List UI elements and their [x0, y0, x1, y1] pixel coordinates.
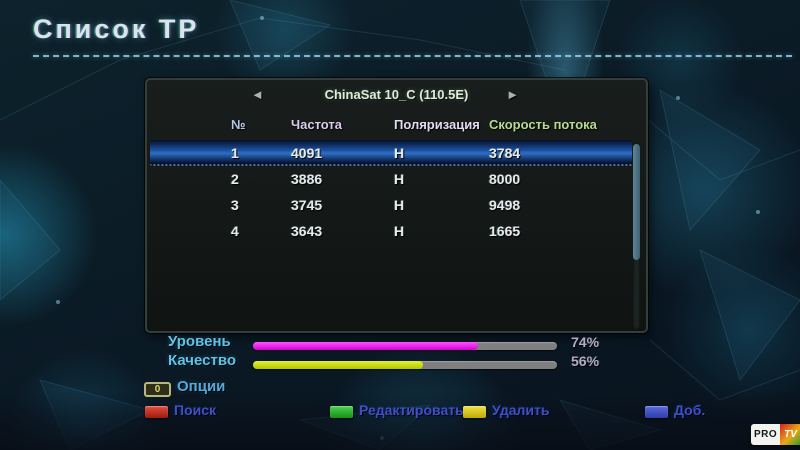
column-header-symbol-rate: Скорость потока	[489, 117, 597, 132]
cell-number: 1	[231, 145, 239, 161]
quality-bar-track	[253, 361, 557, 369]
cell-frequency: 4091	[291, 145, 323, 161]
add-button-label: Доб.	[674, 402, 706, 418]
level-percent: 74%	[571, 334, 600, 350]
cell-frequency: 3745	[291, 197, 323, 213]
cell-number: 2	[231, 171, 239, 187]
level-bar-track	[253, 342, 557, 350]
level-label: Уровень	[168, 333, 231, 350]
cell-symbol-rate: 8000	[489, 171, 521, 187]
options-label: Опции	[177, 378, 226, 395]
cell-polarization: H	[394, 223, 405, 239]
table-row[interactable]: 3 3745 H 9498	[150, 192, 632, 218]
logo-pro-text: PRO	[751, 424, 781, 445]
protv-logo: PRO TV	[751, 424, 800, 445]
page-title: Список ТР	[33, 14, 200, 44]
cell-number: 4	[231, 223, 239, 239]
transponder-list: 1 4091 H 3784 2 3886 H 8000 3 3745 H 949…	[150, 140, 632, 244]
quality-bar-fill	[253, 361, 424, 369]
title-divider	[33, 55, 792, 57]
table-row[interactable]: 4 3643 H 1665	[150, 218, 632, 244]
cell-symbol-rate: 1665	[489, 223, 521, 239]
transponder-panel: ◄ ChinaSat 10_C (110.5E) ► № Частота Пол…	[145, 78, 648, 333]
delete-button-label: Удалить	[492, 402, 550, 418]
blue-key-icon	[645, 406, 668, 418]
satellite-header: ◄ ChinaSat 10_C (110.5E) ►	[147, 87, 646, 105]
yellow-key-icon	[463, 406, 486, 418]
column-header-polarization: Поляризация	[394, 117, 480, 132]
cell-number: 3	[231, 197, 239, 213]
prev-satellite-arrow-icon[interactable]: ◄	[251, 87, 264, 102]
cell-frequency: 3643	[291, 223, 323, 239]
scrollbar-track[interactable]	[633, 142, 640, 330]
scrollbar-thumb[interactable]	[633, 144, 640, 260]
column-header-frequency: Частота	[291, 117, 343, 132]
table-row[interactable]: 2 3886 H 8000	[150, 166, 632, 192]
quality-label: Качество	[168, 352, 237, 369]
cell-symbol-rate: 9498	[489, 197, 521, 213]
search-button-label: Поиск	[174, 402, 217, 418]
red-key-icon	[145, 406, 168, 418]
cell-symbol-rate: 3784	[489, 145, 521, 161]
quality-percent: 56%	[571, 353, 600, 369]
cell-frequency: 3886	[291, 171, 323, 187]
cell-polarization: H	[394, 197, 405, 213]
column-header-number: №	[231, 117, 246, 132]
level-bar-fill	[253, 342, 478, 350]
options-key-badge[interactable]: 0	[144, 382, 171, 397]
satellite-name: ChinaSat 10_C (110.5E)	[324, 87, 469, 102]
bottom-shade	[0, 390, 800, 450]
edit-button-label: Редактировать	[359, 402, 464, 418]
table-row-selected[interactable]: 1 4091 H 3784	[150, 140, 632, 166]
cell-polarization: H	[394, 145, 405, 161]
green-key-icon	[330, 406, 353, 418]
table-column-headers: № Частота Поляризация Скорость потока	[147, 117, 646, 133]
next-satellite-arrow-icon[interactable]: ►	[506, 87, 519, 102]
cell-polarization: H	[394, 171, 405, 187]
logo-tv-text: TV	[780, 424, 800, 445]
